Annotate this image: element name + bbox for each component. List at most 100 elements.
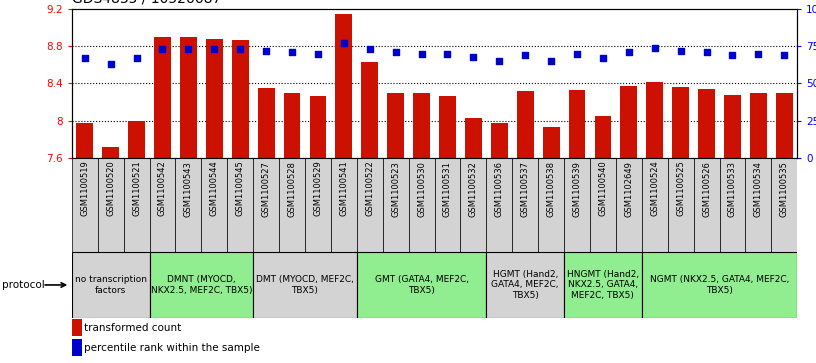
- Text: no transcription
factors: no transcription factors: [75, 275, 147, 295]
- Bar: [776, 93, 792, 158]
- Bar: [284, 93, 300, 158]
- Bar: [750, 93, 767, 158]
- Point: [726, 52, 739, 58]
- Text: GSM1100538: GSM1100538: [547, 161, 556, 217]
- Text: GSM1100523: GSM1100523: [391, 161, 400, 217]
- Bar: [486, 252, 564, 318]
- Point: [208, 46, 221, 52]
- Text: DMT (MYOCD, MEF2C,
TBX5): DMT (MYOCD, MEF2C, TBX5): [256, 275, 354, 295]
- Bar: [175, 158, 202, 252]
- Bar: [620, 86, 637, 158]
- Text: GSM1100534: GSM1100534: [754, 161, 763, 217]
- Bar: [517, 91, 534, 158]
- Bar: [512, 158, 538, 252]
- Text: GSM1100532: GSM1100532: [469, 161, 478, 217]
- Point: [493, 58, 506, 64]
- Bar: [357, 252, 486, 318]
- Text: transformed count: transformed count: [84, 323, 181, 333]
- Bar: [641, 252, 797, 318]
- Bar: [724, 95, 741, 158]
- Point: [286, 49, 299, 55]
- Point: [441, 51, 454, 57]
- Bar: [720, 158, 745, 252]
- Text: GSM1100535: GSM1100535: [780, 161, 789, 217]
- Bar: [667, 158, 694, 252]
- Text: GSM1100541: GSM1100541: [339, 161, 348, 216]
- Bar: [77, 123, 93, 158]
- Text: GDS4835 / 10526687: GDS4835 / 10526687: [72, 0, 221, 5]
- Bar: [491, 123, 508, 158]
- Point: [233, 46, 246, 52]
- Point: [363, 46, 376, 52]
- Bar: [569, 90, 585, 158]
- Text: GSM1100536: GSM1100536: [494, 161, 503, 217]
- Text: GSM1100543: GSM1100543: [184, 161, 193, 217]
- Text: GSM1100542: GSM1100542: [158, 161, 167, 216]
- Bar: [335, 14, 353, 158]
- Bar: [72, 158, 98, 252]
- Point: [648, 45, 661, 51]
- Bar: [413, 93, 430, 158]
- Text: GSM1100525: GSM1100525: [676, 161, 685, 216]
- Bar: [258, 88, 274, 158]
- Point: [700, 49, 713, 55]
- Bar: [538, 158, 564, 252]
- Bar: [309, 95, 326, 158]
- Bar: [641, 158, 667, 252]
- Bar: [149, 252, 253, 318]
- Bar: [202, 158, 227, 252]
- Bar: [616, 158, 641, 252]
- Text: GSM1100524: GSM1100524: [650, 161, 659, 216]
- Bar: [564, 252, 641, 318]
- Point: [415, 51, 428, 57]
- Bar: [409, 158, 434, 252]
- Text: GSM1100528: GSM1100528: [287, 161, 296, 217]
- Bar: [180, 37, 197, 158]
- Bar: [102, 147, 119, 158]
- Point: [389, 49, 402, 55]
- Point: [467, 54, 480, 60]
- Point: [778, 52, 791, 58]
- Point: [259, 48, 273, 54]
- Bar: [331, 158, 357, 252]
- Text: GSM1100544: GSM1100544: [210, 161, 219, 216]
- Point: [596, 55, 610, 61]
- Bar: [672, 87, 689, 158]
- Text: NGMT (NKX2.5, GATA4, MEF2C,
TBX5): NGMT (NKX2.5, GATA4, MEF2C, TBX5): [650, 275, 789, 295]
- Bar: [486, 158, 512, 252]
- Text: GSM1100531: GSM1100531: [443, 161, 452, 217]
- Text: HGMT (Hand2,
GATA4, MEF2C,
TBX5): HGMT (Hand2, GATA4, MEF2C, TBX5): [491, 270, 559, 300]
- Text: GSM1100537: GSM1100537: [521, 161, 530, 217]
- Point: [104, 61, 118, 67]
- Bar: [232, 40, 249, 158]
- Bar: [698, 89, 715, 158]
- Bar: [361, 62, 378, 158]
- Text: GSM1100533: GSM1100533: [728, 161, 737, 217]
- Bar: [388, 93, 404, 158]
- Text: GSM1100520: GSM1100520: [106, 161, 115, 216]
- Bar: [434, 158, 460, 252]
- Bar: [646, 82, 663, 158]
- Bar: [72, 252, 149, 318]
- Text: GSM1100521: GSM1100521: [132, 161, 141, 216]
- Text: GSM1100526: GSM1100526: [702, 161, 711, 217]
- Text: GMT (GATA4, MEF2C,
TBX5): GMT (GATA4, MEF2C, TBX5): [375, 275, 468, 295]
- Bar: [694, 158, 720, 252]
- Text: GSM1100527: GSM1100527: [262, 161, 271, 217]
- Bar: [460, 158, 486, 252]
- Text: GSM1100540: GSM1100540: [598, 161, 607, 216]
- Text: GSM1100539: GSM1100539: [573, 161, 582, 217]
- Point: [519, 52, 532, 58]
- Bar: [128, 121, 145, 158]
- Point: [623, 49, 636, 55]
- Text: GSM1100545: GSM1100545: [236, 161, 245, 216]
- Bar: [123, 158, 149, 252]
- Text: GSM1102649: GSM1102649: [624, 161, 633, 217]
- Point: [182, 46, 195, 52]
- Bar: [98, 158, 123, 252]
- Bar: [253, 252, 357, 318]
- Bar: [253, 158, 279, 252]
- Bar: [543, 127, 560, 158]
- Text: protocol: protocol: [2, 280, 45, 290]
- Point: [312, 51, 325, 57]
